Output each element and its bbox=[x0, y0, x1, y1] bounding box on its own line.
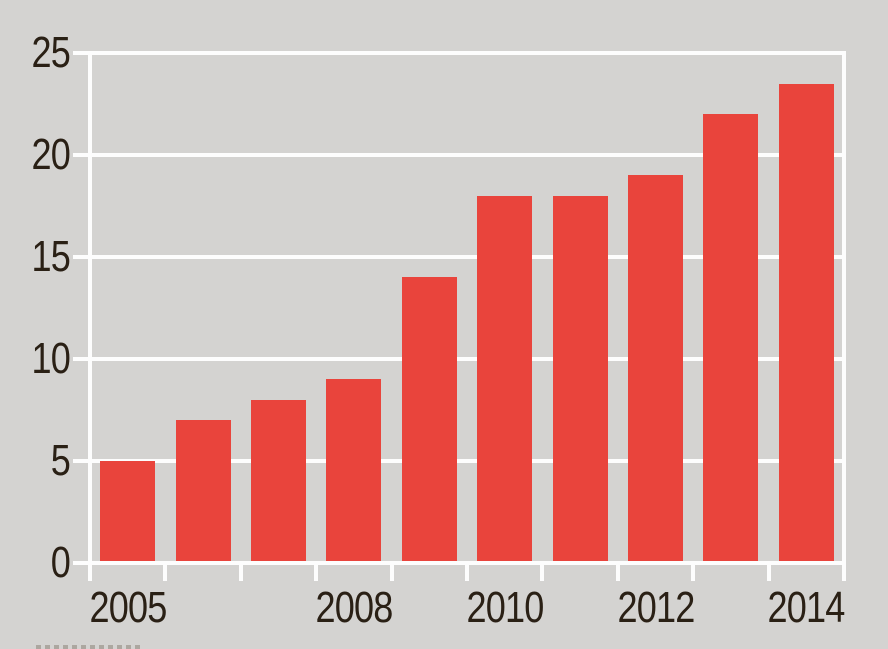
x-axis-tick-label: 2008 bbox=[315, 583, 393, 632]
plot-right-border bbox=[842, 53, 846, 581]
y-axis-tick-label: 25 bbox=[31, 28, 70, 77]
y-axis-tick-label: 15 bbox=[31, 232, 70, 281]
bar-2013 bbox=[703, 114, 759, 563]
x-axis-tick-label: 2012 bbox=[616, 583, 695, 632]
cropped-text-fragment bbox=[36, 645, 140, 649]
gridline bbox=[73, 255, 846, 259]
bar-2007 bbox=[251, 399, 306, 563]
x-axis-line bbox=[73, 561, 846, 565]
y-axis-tick-label: 20 bbox=[31, 130, 70, 179]
x-axis-tick bbox=[163, 563, 168, 581]
bar-2008 bbox=[326, 379, 382, 563]
x-axis-tick-label: 2005 bbox=[89, 583, 167, 632]
y-axis-tick-label: 10 bbox=[31, 334, 70, 383]
bar-2012 bbox=[628, 175, 683, 563]
x-axis-tick bbox=[615, 563, 620, 581]
x-axis-tick bbox=[238, 563, 243, 581]
y-axis-tick-label: 5 bbox=[50, 436, 71, 485]
bar-2011 bbox=[552, 195, 608, 563]
x-axis-tick bbox=[691, 563, 696, 581]
gridline bbox=[73, 357, 846, 361]
x-axis-tick bbox=[314, 563, 319, 581]
bar-2014 bbox=[778, 83, 834, 563]
bar-2009 bbox=[401, 277, 457, 563]
y-axis-line bbox=[88, 53, 92, 581]
x-axis-tick bbox=[766, 563, 771, 581]
gridline bbox=[73, 459, 846, 463]
x-axis-tick-label: 2010 bbox=[466, 583, 544, 632]
bar-2005 bbox=[100, 461, 156, 563]
y-axis-tick-label: 0 bbox=[50, 538, 71, 587]
x-axis-tick bbox=[389, 563, 394, 581]
bar-2010 bbox=[477, 195, 533, 563]
gridline bbox=[73, 51, 846, 55]
gridline bbox=[73, 153, 846, 157]
x-axis-tick-label: 2014 bbox=[767, 583, 846, 632]
x-axis-tick bbox=[465, 563, 469, 581]
x-axis-tick bbox=[540, 563, 545, 581]
bar-2006 bbox=[175, 420, 231, 563]
